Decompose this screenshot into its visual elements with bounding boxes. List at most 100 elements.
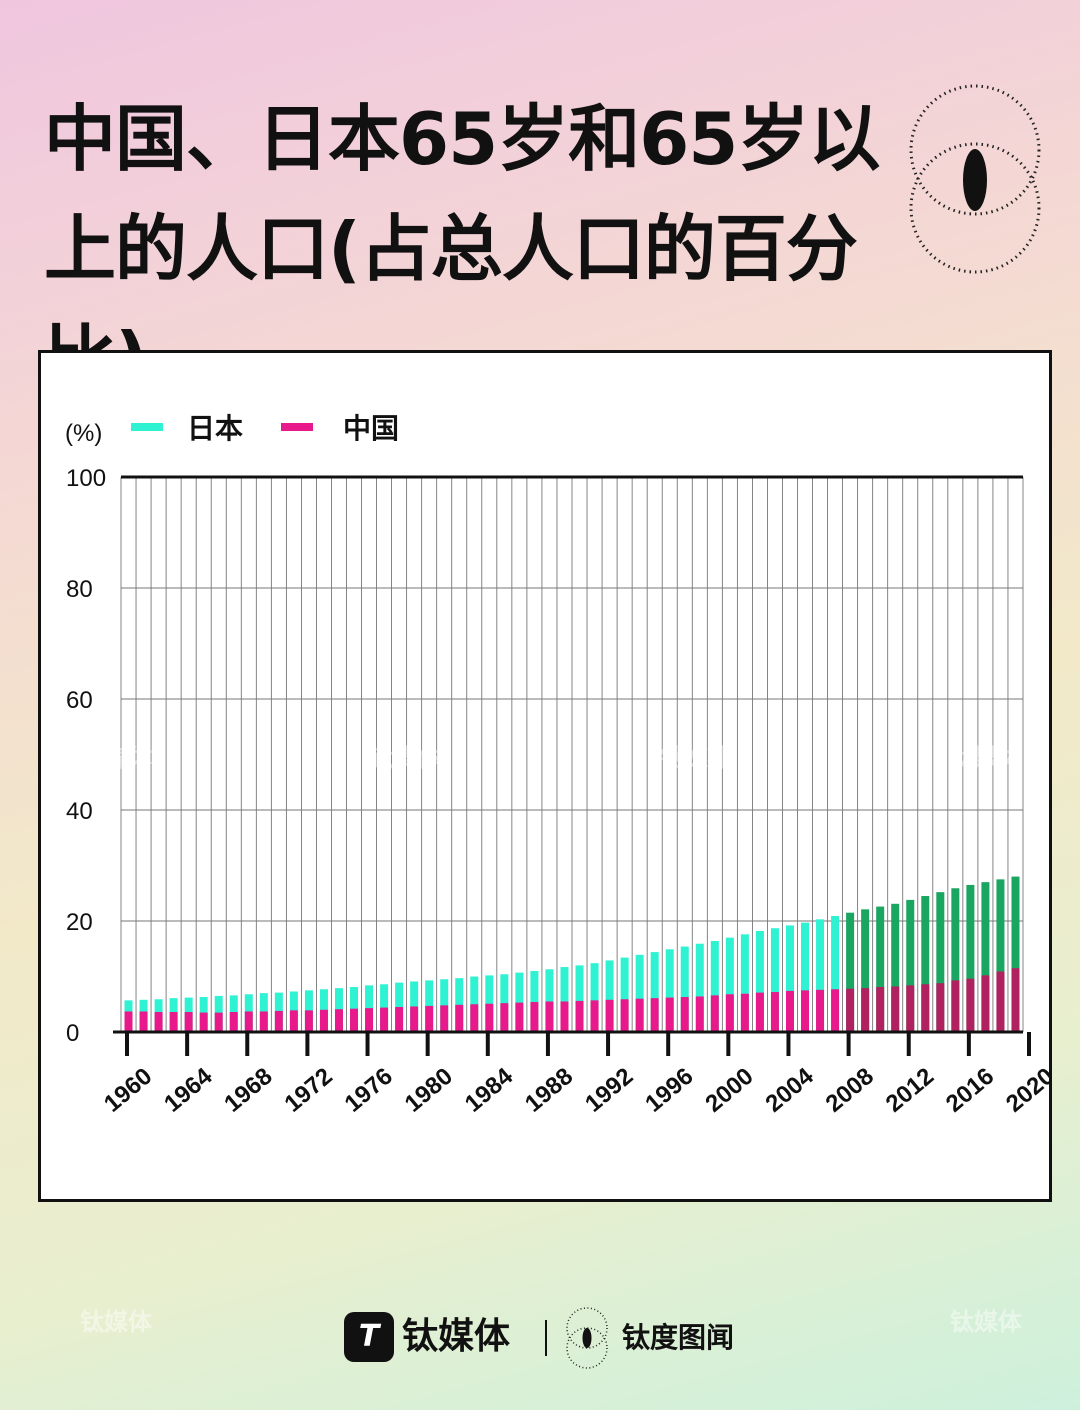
bar-china [680, 997, 689, 1032]
bar-china [244, 1011, 253, 1032]
sub-brand-name: 钛度图闻 [622, 1321, 735, 1354]
bar-japan [1011, 876, 1020, 1032]
x-tick-label: 1984 [460, 1062, 519, 1117]
bar-japan [801, 922, 810, 1032]
x-tick-label: 2020 [1001, 1063, 1049, 1118]
y-tick-label: 80 [66, 576, 93, 603]
bar-china [455, 1004, 464, 1032]
bar-japan [861, 909, 870, 1032]
bar-china [891, 986, 900, 1032]
bar-china [334, 1009, 343, 1032]
bar-china [1011, 968, 1020, 1032]
bar-china [380, 1007, 389, 1032]
bar-china [530, 1002, 539, 1032]
bar-china [650, 998, 659, 1032]
bar-japan [891, 903, 900, 1032]
bar-china [545, 1001, 554, 1032]
bar-china [560, 1001, 569, 1032]
x-tick-label: 2004 [761, 1062, 820, 1117]
bar-china [169, 1012, 178, 1032]
bar-china [710, 995, 719, 1032]
bar-china [575, 1000, 584, 1032]
bar-japan [981, 882, 990, 1032]
bar-china [785, 990, 794, 1032]
y-tick-label: 0 [66, 1020, 79, 1047]
x-tick-label: 1972 [279, 1063, 337, 1118]
bar-china [365, 1008, 374, 1032]
bar-japan [605, 960, 614, 1032]
x-tick-label: 2016 [941, 1063, 999, 1118]
bar-china [605, 999, 614, 1032]
bar-china [274, 1010, 283, 1032]
legend-swatch-china [281, 423, 313, 431]
bar-japan [740, 934, 749, 1032]
bar-japan [620, 957, 629, 1032]
bar-japan [680, 946, 689, 1032]
eye-logo-icon [909, 84, 1041, 274]
legend-swatch-japan [131, 423, 163, 431]
bar-china [906, 985, 915, 1032]
footer-divider [545, 1320, 547, 1356]
bar-china [620, 999, 629, 1032]
bar-china [981, 975, 990, 1032]
bar-china [199, 1012, 208, 1032]
bar-china [725, 994, 734, 1032]
bar-china [184, 1012, 193, 1032]
bar-japan [831, 916, 840, 1032]
bar-china [635, 998, 644, 1032]
bar-china [770, 992, 779, 1032]
bar-japan [770, 928, 779, 1032]
bar-japan [575, 965, 584, 1032]
bar-china [966, 978, 975, 1032]
bar-china [139, 1011, 148, 1032]
bar-japan [846, 912, 855, 1032]
y-tick-label: 20 [66, 909, 93, 936]
bar-japan [936, 892, 945, 1032]
x-tick-label: 2008 [821, 1063, 879, 1118]
bar-japan [710, 940, 719, 1032]
x-tick-label: 1968 [219, 1063, 277, 1118]
bar-china [515, 1002, 524, 1032]
bar-china [996, 971, 1005, 1032]
bar-china [936, 983, 945, 1032]
bar-china [229, 1012, 238, 1032]
brand-name: 钛媒体 [402, 1316, 511, 1357]
bar-china [259, 1011, 268, 1032]
x-tick-label: 1964 [159, 1062, 218, 1117]
bar-japan [906, 899, 915, 1032]
bar-china [154, 1012, 163, 1032]
bar-japan [785, 925, 794, 1032]
x-tick-label: 1992 [580, 1063, 638, 1118]
bar-japan [545, 969, 554, 1032]
bar-chart: 0 20 40 60 80 100 1960 1964 1968 1972 1976 1980 1984… [65, 412, 1049, 1118]
bar-japan [695, 943, 704, 1032]
bar-china [395, 1007, 404, 1032]
bar-china [921, 984, 930, 1032]
x-tick-label: 2012 [881, 1063, 939, 1118]
x-tick-label: 1996 [640, 1063, 698, 1118]
bar-china [485, 1003, 494, 1032]
bar-china [214, 1012, 223, 1032]
x-tick-label: 1980 [400, 1063, 458, 1118]
eye-small-icon [566, 1307, 608, 1369]
bar-china [304, 1010, 313, 1032]
bar-china [470, 1004, 479, 1032]
bar-china [951, 980, 960, 1032]
bar-japan [876, 906, 885, 1032]
legend-label-china: 中国 [343, 412, 399, 445]
bar-china [590, 1000, 599, 1032]
bar-japan [650, 952, 659, 1032]
bar-japan [921, 896, 930, 1032]
bar-japan [665, 949, 674, 1032]
bar-china [500, 1003, 509, 1032]
bar-japan [966, 884, 975, 1032]
bar-china [740, 993, 749, 1032]
bar-china [665, 997, 674, 1032]
bar-china [410, 1006, 419, 1032]
y-tick-label: 40 [66, 798, 93, 825]
bar-china [876, 987, 885, 1032]
x-tick-label: 1988 [520, 1063, 578, 1118]
legend-label-japan: 日本 [187, 412, 243, 445]
bar-china [350, 1008, 359, 1032]
bar-china [695, 996, 704, 1032]
